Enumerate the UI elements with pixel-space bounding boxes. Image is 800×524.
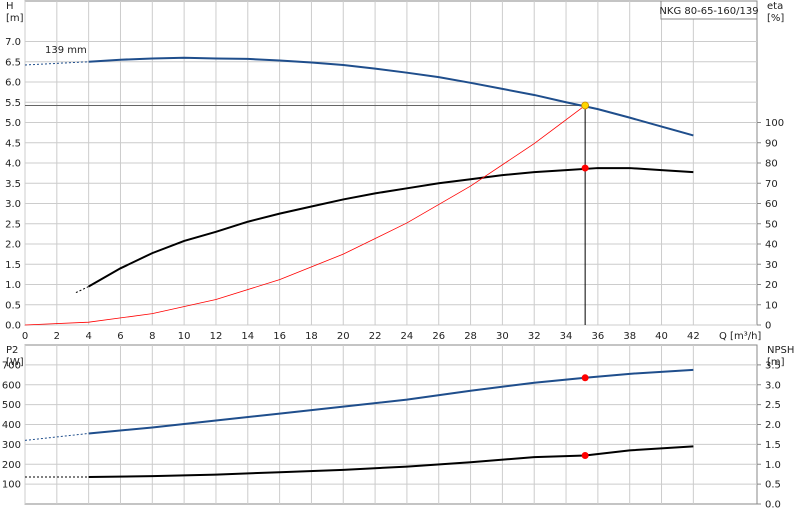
y-tick-label: 0.0 (5, 321, 21, 332)
y2-tick-label: 3.0 (765, 380, 781, 391)
y-tick-label: 2.0 (5, 240, 21, 251)
y-tick-label: 4.0 (5, 159, 21, 170)
y-tick-label: 3.5 (5, 179, 21, 190)
x-tick-label: 28 (464, 331, 477, 342)
y2-tick-label: 80 (765, 159, 778, 170)
y2-tick-label: 3.5 (765, 360, 781, 371)
y-axis-label: [W] (6, 357, 24, 368)
operating-point (581, 101, 590, 110)
y-tick-label: 4.5 (5, 138, 21, 149)
operating-point (581, 452, 589, 460)
y-tick-label: 300 (2, 440, 21, 451)
y-tick-label: 0.5 (5, 300, 21, 311)
curve (24, 432, 89, 441)
x-tick-label: 20 (337, 331, 350, 342)
y2-tick-label: 10 (765, 300, 778, 311)
title-box (660, 0, 758, 20)
y-tick-label: 5.5 (5, 98, 21, 109)
x-tick-label: 22 (369, 331, 382, 342)
x-tick-label: 34 (560, 331, 573, 342)
x-tick-label: 18 (305, 331, 318, 342)
x-axis-label: Q [m³/h] (719, 331, 761, 342)
y2-tick-label: 100 (765, 118, 784, 129)
y-axis-label: P2 (6, 345, 18, 356)
curve-label: 139 mm (45, 45, 87, 56)
y2-tick-label: 90 (765, 138, 778, 149)
y2-tick-label: 2.0 (765, 420, 781, 431)
x-tick-label: 10 (178, 331, 191, 342)
y-tick-label: 400 (2, 420, 21, 431)
curve (88, 445, 694, 478)
x-tick-label: 24 (401, 331, 414, 342)
y2-tick-label: 40 (765, 240, 778, 251)
x-tick-label: 6 (117, 331, 123, 342)
y-tick-label: 500 (2, 400, 21, 411)
y2-axis-label: eta (767, 1, 783, 12)
y2-tick-label: 1.5 (765, 440, 781, 451)
y-axis-label: [m] (6, 13, 24, 24)
x-tick-label: 42 (687, 331, 700, 342)
y-tick-label: 700 (2, 360, 21, 371)
chart-title: NKG 80-65-160/139 (659, 6, 758, 17)
y2-axis-label: [%] (767, 13, 784, 24)
y-tick-label: 200 (2, 460, 21, 471)
y2-tick-label: 20 (765, 280, 778, 291)
x-tick-label: 38 (623, 331, 636, 342)
y-tick-label: 3.0 (5, 199, 21, 210)
y2-axis-label: NPSH (767, 345, 794, 356)
x-tick-label: 30 (496, 331, 509, 342)
operating-point (581, 374, 589, 382)
curve (24, 61, 89, 66)
x-tick-label: 40 (655, 331, 668, 342)
x-tick-label: 4 (85, 331, 91, 342)
y2-tick-label: 1.0 (765, 460, 781, 471)
x-tick-label: 12 (210, 331, 223, 342)
x-tick-label: 2 (54, 331, 60, 342)
y-tick-label: 5.0 (5, 118, 21, 129)
y-tick-label: 6.5 (5, 57, 21, 68)
y2-axis-label: [m] (767, 357, 785, 368)
x-tick-label: 16 (273, 331, 286, 342)
y2-tick-label: 2.5 (765, 400, 781, 411)
y-tick-label: 2.5 (5, 219, 21, 230)
y-tick-label: 6.0 (5, 78, 21, 89)
y-axis-label: H (6, 1, 14, 12)
y2-tick-label: 0.5 (765, 480, 781, 491)
y2-tick-label: 0 (765, 321, 771, 332)
curve (24, 105, 586, 326)
y-tick-label: 1.5 (5, 260, 21, 271)
y2-tick-label: 30 (765, 260, 778, 271)
y2-tick-label: 60 (765, 199, 778, 210)
y2-tick-label: 50 (765, 219, 778, 230)
y2-tick-label: 0.0 (765, 500, 781, 511)
y2-tick-label: 70 (765, 179, 778, 190)
x-tick-label: 14 (241, 331, 254, 342)
curve (88, 56, 694, 137)
curve (88, 368, 694, 435)
operating-point (581, 164, 589, 172)
x-tick-label: 8 (149, 331, 155, 342)
x-tick-label: 0 (22, 331, 28, 342)
curve (88, 167, 694, 288)
x-tick-label: 36 (592, 331, 605, 342)
y-tick-label: 600 (2, 380, 21, 391)
y-tick-label: 1.0 (5, 280, 21, 291)
y-tick-label: 7.0 (5, 37, 21, 48)
x-tick-label: 32 (528, 331, 541, 342)
x-tick-label: 26 (432, 331, 445, 342)
y-tick-label: 100 (2, 480, 21, 491)
